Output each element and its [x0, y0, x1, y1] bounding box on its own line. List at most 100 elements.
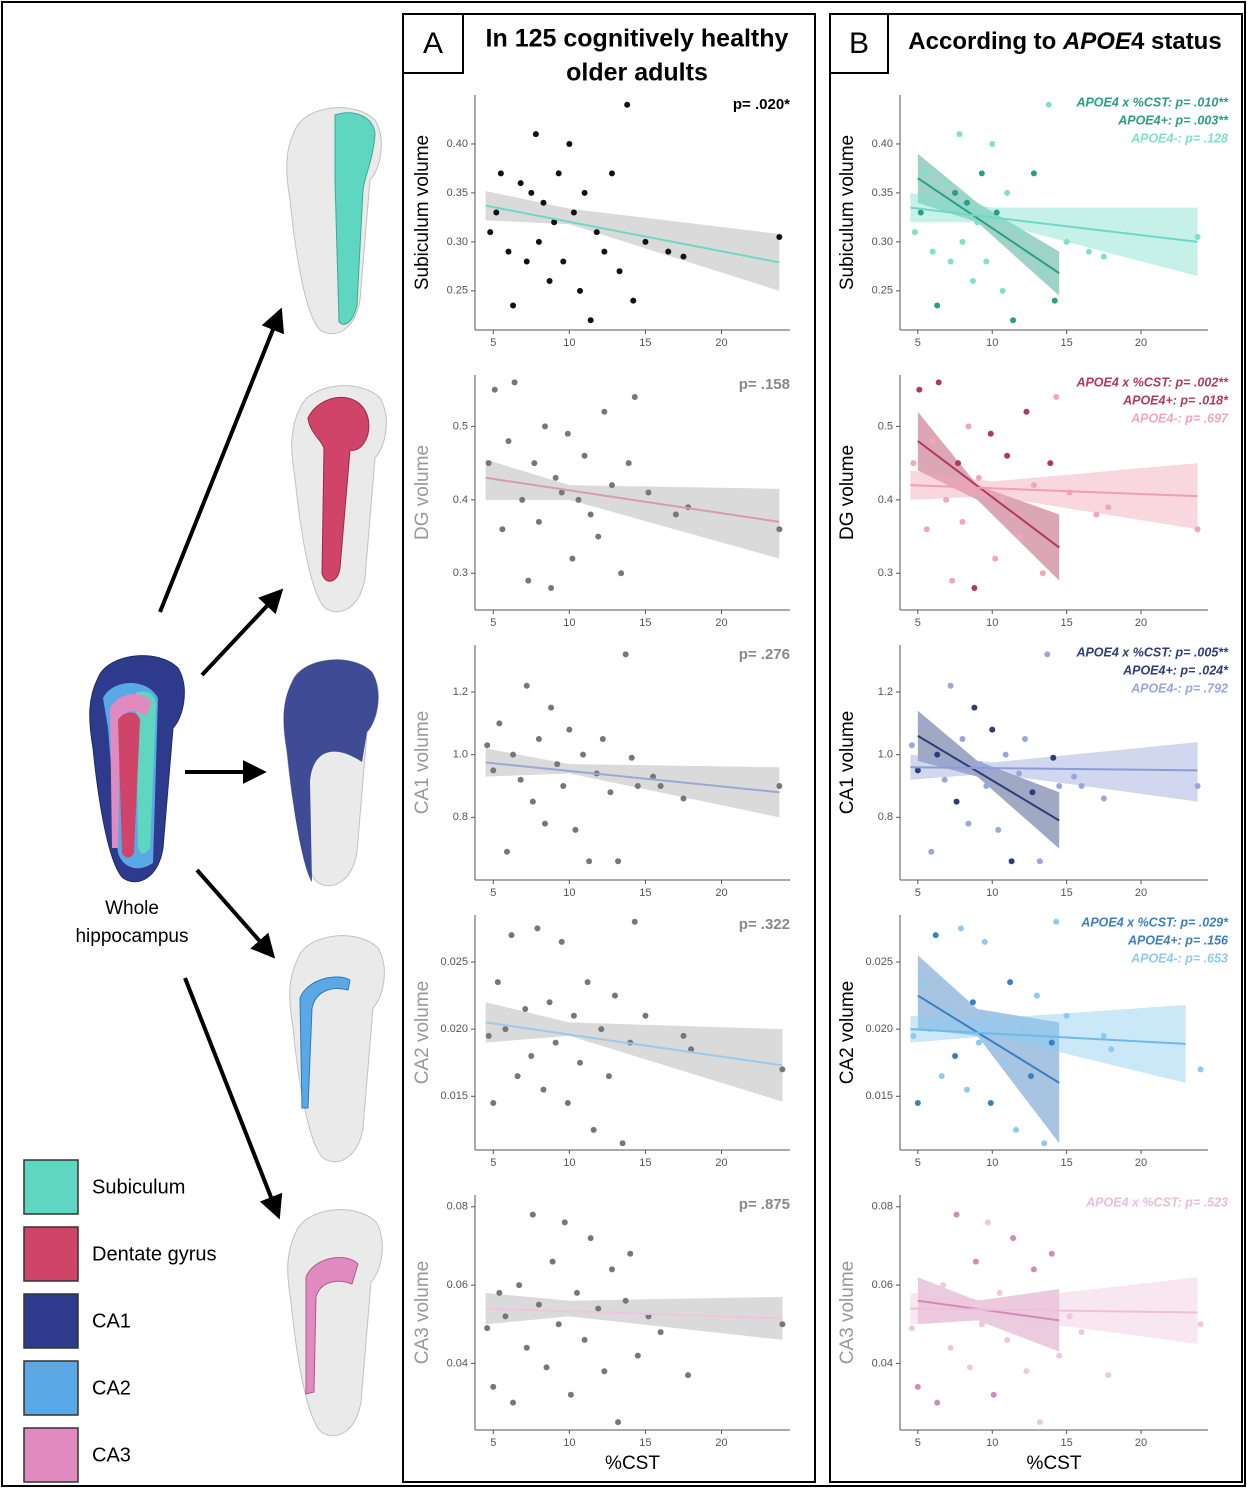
confidence-band: [486, 459, 780, 558]
data-point: [943, 497, 949, 503]
data-point: [600, 736, 606, 742]
data-point: [606, 1073, 612, 1079]
arrow: [160, 312, 280, 612]
p-value: APOE4 x %CST: p= .002**: [1075, 375, 1229, 389]
data-point: [989, 141, 995, 147]
x-tick-label: 10: [986, 887, 998, 899]
data-point: [680, 796, 686, 802]
panel-title: According to APOE4 status: [908, 28, 1221, 55]
data-point: [988, 431, 994, 437]
data-point: [518, 777, 524, 783]
data-point: [973, 1259, 979, 1265]
data-point: [934, 752, 940, 758]
data-point: [615, 858, 621, 864]
data-point: [577, 288, 583, 294]
data-point: [601, 249, 607, 255]
data-point: [1010, 1235, 1016, 1241]
data-point: [1016, 770, 1022, 776]
x-tick-label: 5: [490, 1437, 496, 1449]
data-point: [533, 131, 539, 137]
data-point: [556, 170, 562, 176]
data-point: [490, 1100, 496, 1106]
data-point: [632, 919, 638, 925]
y-axis-label: CA2 volume: [837, 981, 858, 1085]
ca3-model: [288, 1210, 383, 1436]
p-value: APOE4 x %CST: p= .010**: [1075, 95, 1229, 109]
data-point: [936, 379, 942, 385]
data-point: [909, 1325, 915, 1331]
data-point: [995, 827, 1001, 833]
data-point: [1040, 570, 1046, 576]
data-point: [588, 512, 594, 518]
data-point: [779, 1321, 785, 1327]
x-tick-label: 20: [1135, 1157, 1147, 1169]
data-point: [492, 387, 498, 393]
data-point: [505, 438, 511, 444]
data-point: [575, 497, 581, 503]
y-tick-label: 0.5: [878, 420, 893, 432]
data-point: [571, 1013, 577, 1019]
y-tick-label: 1.0: [453, 749, 468, 761]
data-point: [1003, 752, 1009, 758]
ca1-model: [284, 660, 379, 886]
data-point: [924, 526, 930, 532]
x-tick-label: 10: [986, 617, 998, 629]
data-point: [964, 1087, 970, 1093]
data-point: [1195, 526, 1201, 532]
legend-label: CA2: [92, 1377, 131, 1399]
x-tick-label: 20: [1135, 1437, 1147, 1449]
data-point: [615, 1419, 621, 1425]
legend-swatch: [24, 1428, 78, 1482]
p-value: APOE4-: p= .697: [1130, 411, 1229, 425]
title-part: 4 status: [1131, 28, 1222, 55]
data-point: [915, 1384, 921, 1390]
data-point: [542, 821, 548, 827]
data-point: [493, 210, 499, 216]
legend-label: CA3: [92, 1444, 131, 1466]
data-point: [959, 519, 965, 525]
data-point: [582, 1337, 588, 1343]
data-point: [524, 1345, 530, 1351]
data-point: [1047, 460, 1053, 466]
y-tick-label: 1.2: [453, 686, 468, 698]
data-point: [1108, 1046, 1114, 1052]
data-point: [922, 170, 928, 176]
data-point: [525, 578, 531, 584]
data-point: [1056, 1353, 1062, 1359]
x-tick-label: 5: [490, 1157, 496, 1169]
data-point: [595, 1306, 601, 1312]
data-point: [566, 727, 572, 733]
data-point: [1049, 1251, 1055, 1257]
data-point: [988, 1100, 994, 1106]
data-point: [522, 1006, 528, 1012]
x-tick-label: 15: [639, 1157, 651, 1169]
data-point: [566, 141, 572, 147]
data-point: [496, 720, 502, 726]
data-point: [933, 932, 939, 938]
data-point: [1198, 1066, 1204, 1072]
data-point: [964, 200, 970, 206]
data-point: [1101, 254, 1107, 260]
data-point: [970, 999, 976, 1005]
data-point: [971, 705, 977, 711]
data-point: [502, 1026, 508, 1032]
data-point: [556, 1321, 562, 1327]
data-point: [512, 379, 518, 385]
y-axis-label: CA1 volume: [837, 711, 858, 815]
data-point: [601, 409, 607, 415]
data-point: [524, 683, 530, 689]
data-point: [516, 1282, 522, 1288]
y-axis-label: DG volume: [412, 445, 433, 540]
data-point: [585, 979, 591, 985]
data-point: [921, 720, 927, 726]
data-point: [916, 387, 922, 393]
figure: Whole hippocampus SubiculumDentate gyrus…: [0, 0, 1247, 1488]
data-point: [484, 1325, 490, 1331]
data-point: [484, 742, 490, 748]
y-axis-label: CA1 volume: [412, 711, 433, 815]
data-point: [971, 585, 977, 591]
data-point: [1000, 288, 1006, 294]
y-tick-label: 0.015: [865, 1090, 893, 1102]
y-tick-label: 0.015: [440, 1090, 468, 1102]
panel-title: In 125 cognitively healthy: [486, 25, 789, 53]
